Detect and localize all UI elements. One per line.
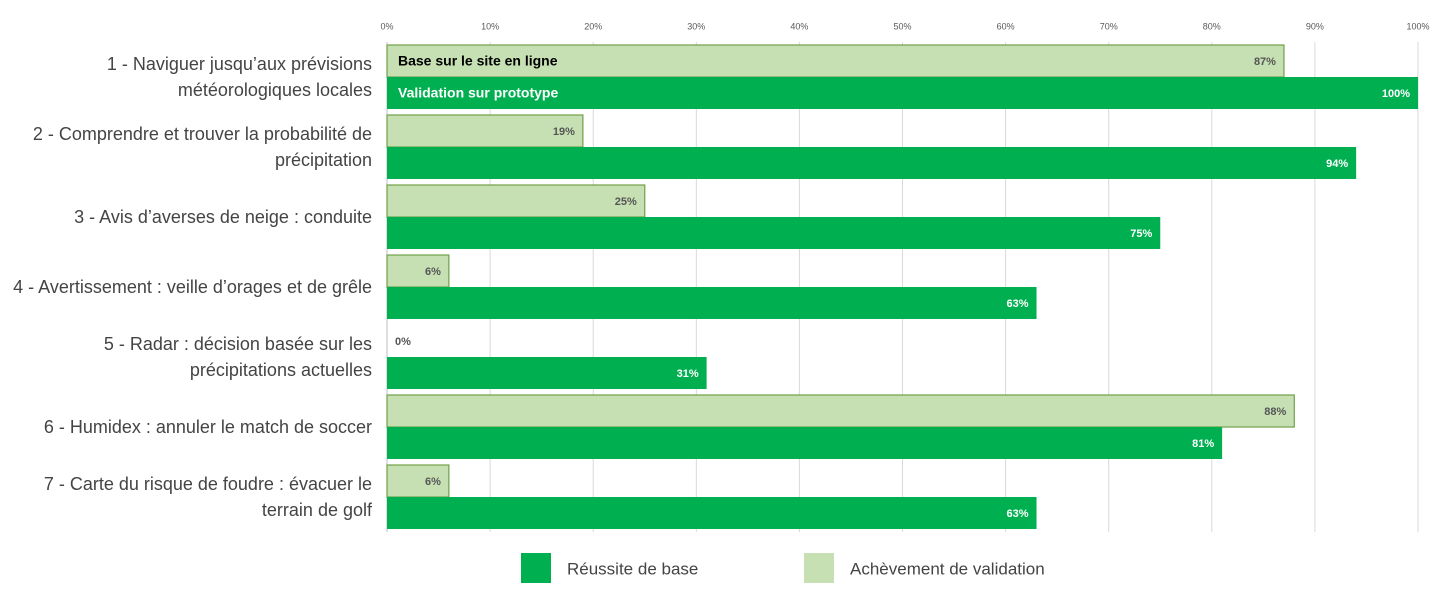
category-label: 4 - Avertissement : veille d’orages et d… <box>13 277 372 297</box>
bar <box>387 357 707 389</box>
annotation: Base sur le site en ligne <box>398 53 558 69</box>
bar <box>386 184 646 218</box>
category-label: 6 - Humidex : annuler le match de soccer <box>43 417 372 437</box>
value-label: 63% <box>1006 298 1028 310</box>
legend-swatch <box>804 553 834 583</box>
x-tick-label: 60% <box>997 21 1015 31</box>
value-label: 88% <box>1264 406 1286 418</box>
category-label: 5 - Radar : décision basée sur les préci… <box>103 334 372 380</box>
value-label: 0% <box>395 336 411 348</box>
x-tick-label: 20% <box>584 21 602 31</box>
legend-swatch <box>521 553 551 583</box>
bar <box>387 497 1037 529</box>
category-label: 7 - Carte du risque de foudre : évacuer … <box>43 474 372 520</box>
value-label: 19% <box>553 126 575 138</box>
bar <box>387 77 1418 109</box>
value-label: 31% <box>677 368 699 380</box>
bar <box>387 217 1161 249</box>
x-tick-label: 40% <box>790 21 808 31</box>
bar <box>386 44 1285 78</box>
bar <box>386 254 450 288</box>
x-tick-label: 50% <box>893 21 911 31</box>
value-label: 6% <box>425 476 441 488</box>
value-label: 6% <box>425 266 441 278</box>
x-tick-label: 30% <box>687 21 705 31</box>
value-label: 75% <box>1130 228 1152 240</box>
annotation: Validation sur prototype <box>398 85 558 101</box>
bar <box>386 394 1295 428</box>
x-tick-label: 90% <box>1306 21 1324 31</box>
bar <box>386 464 450 498</box>
x-tick-label: 10% <box>481 21 499 31</box>
value-label: 100% <box>1382 88 1410 100</box>
category-label: 2 - Comprendre et trouver la probabilité… <box>32 124 372 170</box>
bar <box>387 427 1223 459</box>
legend-label: Achèvement de validation <box>850 559 1045 578</box>
legend-label: Réussite de base <box>567 559 698 578</box>
value-label: 25% <box>615 196 637 208</box>
x-tick-label: 0% <box>380 21 393 31</box>
x-tick-label: 100% <box>1406 21 1429 31</box>
x-tick-label: 70% <box>1100 21 1118 31</box>
x-tick-label: 80% <box>1203 21 1221 31</box>
category-label: 3 - Avis d’averses de neige : conduite <box>74 207 372 227</box>
bar <box>387 147 1357 179</box>
value-label: 94% <box>1326 158 1348 170</box>
category-label: 1 - Naviguer jusqu’aux prévisions météor… <box>106 54 372 100</box>
bar <box>387 287 1037 319</box>
value-label: 87% <box>1254 56 1276 68</box>
value-label: 63% <box>1006 508 1028 520</box>
value-label: 81% <box>1192 438 1214 450</box>
